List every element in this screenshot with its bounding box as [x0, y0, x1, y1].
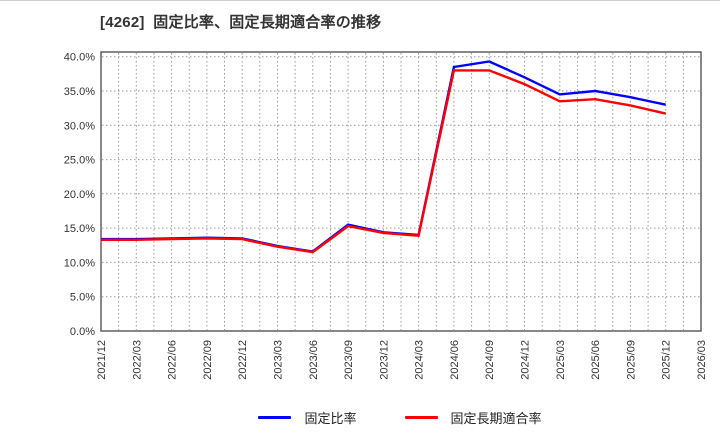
series-line-fixed-long-term-ratio: [101, 69, 666, 254]
svg-text:2023/09: 2023/09: [343, 340, 355, 380]
svg-text:2024/09: 2024/09: [484, 340, 496, 380]
svg-text:30.0%: 30.0%: [64, 120, 95, 132]
svg-text:0.0%: 0.0%: [70, 326, 95, 338]
svg-text:2024/03: 2024/03: [414, 340, 426, 380]
svg-text:25.0%: 25.0%: [64, 155, 95, 167]
svg-text:2022/03: 2022/03: [131, 340, 143, 380]
legend-label-fixed-long-term-ratio: 固定長期適合率: [450, 411, 542, 426]
svg-text:2022/09: 2022/09: [202, 340, 214, 380]
svg-text:2024/12: 2024/12: [520, 340, 532, 380]
svg-text:2025/12: 2025/12: [661, 340, 673, 380]
svg-text:5.0%: 5.0%: [70, 292, 95, 304]
chart-title: [4262] 固定比率、固定長期適合率の推移: [100, 14, 382, 31]
svg-text:15.0%: 15.0%: [64, 223, 95, 235]
legend-label-fixed-ratio: 固定比率: [304, 411, 357, 426]
svg-text:2025/06: 2025/06: [590, 340, 602, 380]
svg-text:10.0%: 10.0%: [64, 257, 95, 269]
legend-line-red: [404, 416, 438, 419]
svg-text:2023/06: 2023/06: [308, 340, 320, 380]
svg-text:2024/06: 2024/06: [449, 340, 461, 380]
svg-text:2021/12: 2021/12: [96, 340, 108, 380]
legend-item-fixed-long-term-ratio: 固定長期適合率: [404, 408, 542, 427]
svg-text:2022/06: 2022/06: [167, 340, 179, 380]
x-axis-labels: 2021/12 2022/03 2022/06 2022/09 2022/12 2023/…: [96, 340, 708, 380]
svg-text:40.0%: 40.0%: [64, 52, 95, 64]
legend: 固定比率 固定長期適合率: [40, 408, 720, 427]
svg-text:2026/03: 2026/03: [696, 340, 708, 380]
plot-frame: [100, 51, 702, 332]
legend-line-blue: [258, 416, 292, 419]
svg-text:20.0%: 20.0%: [64, 189, 95, 201]
y-axis-labels: 40.0% 35.0% 30.0% 25.0% 20.0% 15.0% 10.0% 5.0% 0…: [64, 52, 95, 338]
legend-item-fixed-ratio: 固定比率: [258, 408, 357, 427]
svg-text:35.0%: 35.0%: [64, 86, 95, 98]
svg-text:2023/03: 2023/03: [273, 340, 285, 380]
svg-text:2025/03: 2025/03: [555, 340, 567, 380]
svg-text:2025/09: 2025/09: [625, 340, 637, 380]
svg-text:2022/12: 2022/12: [237, 340, 249, 380]
svg-text:2023/12: 2023/12: [378, 340, 390, 380]
